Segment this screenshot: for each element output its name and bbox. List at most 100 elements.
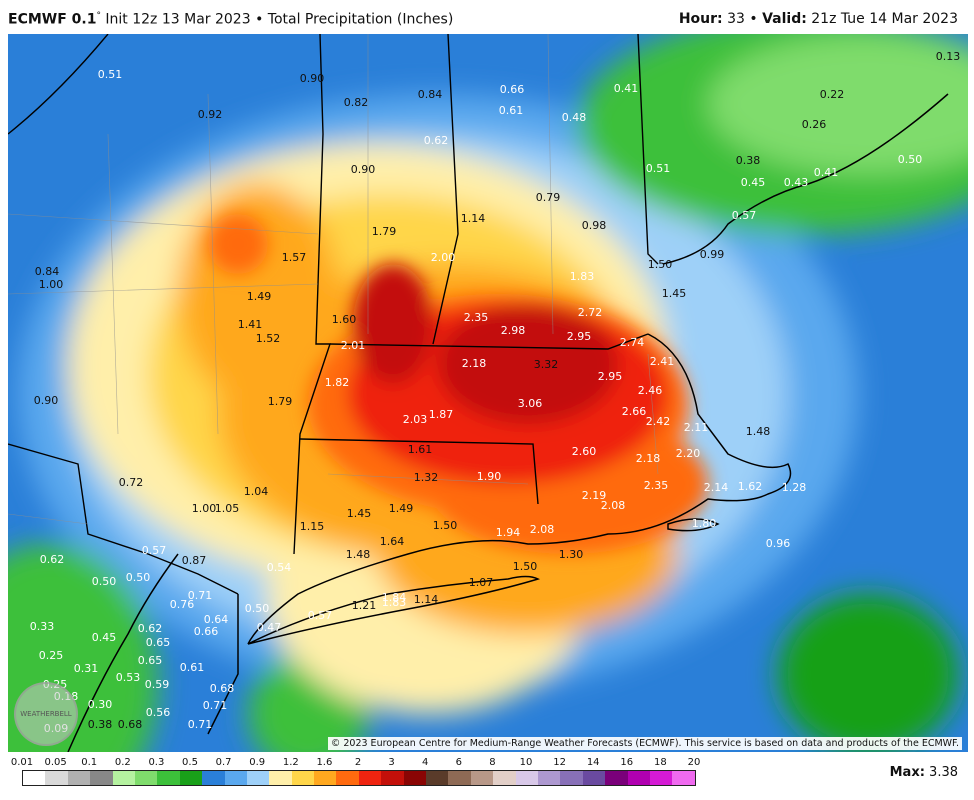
precip-value-label: 1.14 xyxy=(414,593,439,606)
precip-value-label: 2.41 xyxy=(650,355,675,368)
precip-value-label: 0.53 xyxy=(116,671,141,684)
legend-tick: 0.05 xyxy=(44,757,67,768)
precip-value-label: 0.25 xyxy=(39,649,64,662)
precip-value-label: 1.87 xyxy=(429,408,454,421)
legend-tick: 18 xyxy=(654,757,667,768)
precipitation-map[interactable]: 0.51 0.90 0.82 0.84 0.66 0.61 0.41 0.13 0.22 0.26… xyxy=(8,34,968,752)
precip-value-label: 0.51 xyxy=(646,162,671,175)
legend-swatch xyxy=(336,771,359,785)
coastline xyxy=(67,93,949,752)
precip-value-label: 0.87 xyxy=(182,554,207,567)
precip-value-label: 1.07 xyxy=(469,576,494,589)
max-value: Max: 3.38 xyxy=(890,765,958,780)
precip-value-label: 1.79 xyxy=(268,395,293,408)
precip-value-label: 1.00 xyxy=(192,502,217,515)
init-time: Init 12z 13 Mar 2023 xyxy=(105,11,251,28)
legend-swatch xyxy=(403,771,427,785)
precip-value-label: 0.90 xyxy=(300,72,325,85)
precip-value-label: 2.14 xyxy=(704,481,729,494)
legend-swatch xyxy=(582,771,606,785)
precip-value-label: 0.98 xyxy=(582,219,607,232)
precip-value-label: 0.66 xyxy=(194,625,219,638)
legend-swatch xyxy=(314,771,337,785)
precip-value-label: 2.98 xyxy=(501,324,526,337)
precip-value-label: 0.62 xyxy=(138,622,163,635)
precip-value-label: 1.52 xyxy=(256,332,281,345)
precip-value-label: 2.35 xyxy=(644,479,669,492)
legend-tick: 0.5 xyxy=(182,757,198,768)
precip-value-label: 0.61 xyxy=(499,104,524,117)
precip-value-label: 2.35 xyxy=(464,311,489,324)
precip-value-label: 1.79 xyxy=(372,225,397,238)
precip-value-label: 1.49 xyxy=(247,290,272,303)
precip-value-label: 0.72 xyxy=(119,476,144,489)
precip-value-label: 0.50 xyxy=(898,153,923,166)
precip-value-label: 1.28 xyxy=(782,481,807,494)
legend-swatch xyxy=(291,771,315,785)
valid-label: Valid: xyxy=(762,11,807,27)
legend-tick: 6 xyxy=(455,757,462,768)
legend-tick: 3 xyxy=(388,757,395,768)
precip-value-label: 1.50 xyxy=(433,519,458,532)
precip-value-label: 2.08 xyxy=(530,523,555,536)
precip-value-label: 1.48 xyxy=(746,425,771,438)
precip-value-label: 2.74 xyxy=(620,336,645,349)
precip-value-label: 0.71 xyxy=(203,699,228,712)
precip-value-label: 2.18 xyxy=(636,452,661,465)
precip-value-label: 1.30 xyxy=(559,548,584,561)
precip-value-label: 0.62 xyxy=(40,553,65,566)
precip-value-label: 1.45 xyxy=(662,287,687,300)
map-canvas: 0.51 0.90 0.82 0.84 0.66 0.61 0.41 0.13 0.22 0.26… xyxy=(8,34,968,752)
legend-swatch xyxy=(672,771,695,785)
precip-value-label: 2.11 xyxy=(684,421,709,434)
legend-swatch xyxy=(426,771,449,785)
precip-value-label: 0.41 xyxy=(614,82,639,95)
info-separator: • xyxy=(749,11,758,27)
precip-value-label: 2.03 xyxy=(403,413,428,426)
map-header: ECMWF 0.1° Init 12z 13 Mar 2023 • Total … xyxy=(0,0,974,34)
legend-swatch xyxy=(202,771,225,785)
legend-tick: 10 xyxy=(519,757,533,768)
precip-value-label: 0.71 xyxy=(188,589,213,602)
hour-label: Hour: xyxy=(678,11,723,27)
precip-value-label: 2.95 xyxy=(567,330,592,343)
legend-swatch xyxy=(649,771,673,785)
precip-value-label: 1.83 xyxy=(570,270,595,283)
precip-value-label: 0.79 xyxy=(536,191,561,204)
precip-value-label: 3.32 xyxy=(534,358,559,371)
precip-value-label: 0.50 xyxy=(126,571,151,584)
title-separator: • xyxy=(255,11,264,28)
precip-value-label: 0.30 xyxy=(88,698,113,711)
copyright-notice: © 2023 European Centre for Medium-Range … xyxy=(327,737,962,750)
precip-value-label: 0.51 xyxy=(98,68,123,81)
precip-value-label: 0.84 xyxy=(35,265,60,278)
precip-value-label: 2.00 xyxy=(431,251,456,264)
precip-value-label: 0.13 xyxy=(936,50,961,63)
precip-value-label: 0.22 xyxy=(820,88,845,101)
precip-value-label: 1.80 xyxy=(692,517,717,530)
legend-swatch xyxy=(448,771,471,785)
precip-value-label: 1.82 xyxy=(325,376,350,389)
precip-value-label: 0.31 xyxy=(74,662,99,675)
legend-swatch xyxy=(134,771,158,785)
precip-value-label: 1.64 xyxy=(380,535,405,548)
precip-value-label: 1.48 xyxy=(346,548,371,561)
legend-swatch xyxy=(246,771,270,785)
precip-value-label: 1.21 xyxy=(352,599,377,612)
legend-swatch xyxy=(381,771,404,785)
legend-tick: 12 xyxy=(553,757,566,768)
precip-legend: 0.01 0.05 0.1 0.2 0.3 0.5 0.7 0.9 1.2 1.6 2 3 4 6 8 10 1… xyxy=(0,752,974,800)
precip-value-label: 0.43 xyxy=(784,176,809,189)
precip-value-label: 1.90 xyxy=(477,470,502,483)
precip-value-label: 0.54 xyxy=(267,561,292,574)
precip-value-label: 0.26 xyxy=(802,118,827,131)
precip-value-label: 0.33 xyxy=(30,620,55,633)
precip-value-label: 0.59 xyxy=(145,678,170,691)
precip-value-label: 0.41 xyxy=(814,166,839,179)
precip-value-label: 1.61 xyxy=(408,443,433,456)
precip-value-label: 0.45 xyxy=(741,176,766,189)
legend-swatch xyxy=(269,771,292,785)
legend-swatch xyxy=(224,771,247,785)
legend-color-bar xyxy=(22,770,696,786)
precip-value-label: 0.96 xyxy=(766,537,791,550)
